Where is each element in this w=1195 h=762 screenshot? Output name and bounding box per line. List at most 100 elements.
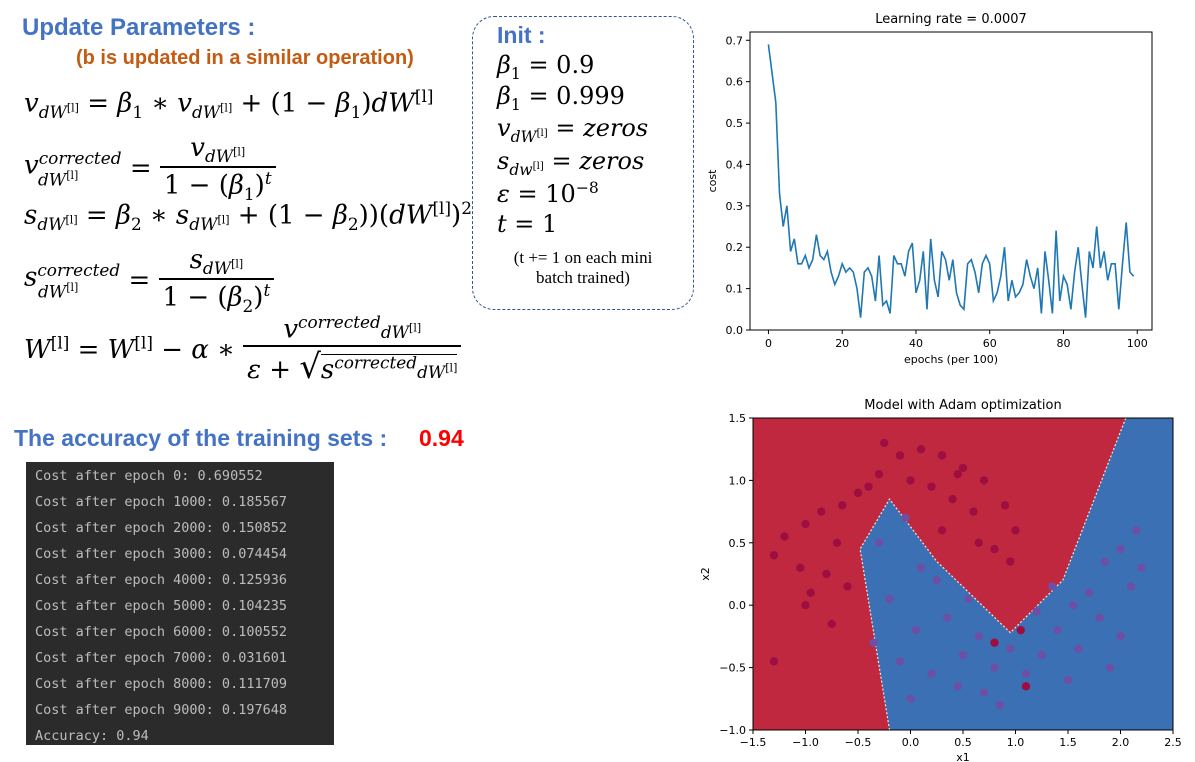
y-tick-label: 0.5 [726,117,744,130]
y-tick-label: 0.4 [726,158,744,171]
data-point-class1 [874,538,884,547]
update-parameters-subtitle: (b is updated in a similar operation) [76,47,414,69]
data-point-class0 [817,507,826,516]
x-tick-label: 0.5 [954,736,972,749]
data-point-class1 [1053,625,1062,635]
data-point-class1 [1137,563,1146,572]
data-point-class1 [932,576,941,585]
data-point-class0 [927,482,936,491]
equation-s-corrected: scorrected dW[l] = sdW[l] 1 − (β2)t [24,245,275,316]
console-output: Cost after epoch 0: 0.690552 Cost after … [26,462,334,745]
x-tick-label: 0 [765,337,772,350]
decision-boundary-chart: Model with Adam optimization −1.5 −1.0 −0.5… [699,398,1182,762]
data-point-class0 [990,544,999,554]
console-line: Cost after epoch 5000: 0.104235 [35,598,287,614]
data-point-class0 [895,451,905,460]
data-point-class0 [838,501,847,510]
y-tick-label: 0.3 [726,200,744,213]
data-point-class0 [864,482,873,491]
data-point-class1 [869,638,878,647]
data-point-class0 [969,507,978,516]
y-tick-label: 0.1 [726,283,744,296]
data-point-class0 [769,657,779,666]
data-point-class1 [1084,588,1094,597]
x-tick-label: 40 [909,337,923,350]
y-tick-label: 0.7 [726,34,744,47]
init-beta2: β1 = 0.999 [497,82,625,114]
data-point-class0 [874,469,884,479]
data-point-class0 [906,476,915,485]
accuracy-value: 0.94 [419,425,464,451]
data-point-class1 [911,625,920,635]
console-line: Accuracy: 0.94 [35,728,149,744]
console-line: Cost after epoch 9000: 0.197648 [35,702,287,718]
data-point-class0 [953,469,962,479]
console-line: Cost after epoch 0: 0.690552 [35,468,263,484]
init-note-line2: batch trained) [536,268,630,287]
data-point-class1 [1048,582,1057,591]
console-line: Cost after epoch 2000: 0.150852 [35,520,287,536]
data-point-class1 [906,694,915,703]
data-point-class0 [1011,526,1020,535]
data-point-class1 [943,613,952,622]
data-point-class1 [964,594,973,604]
data-point-class0 [948,494,957,504]
data-point-class1 [1100,557,1109,566]
x-tick-label: 80 [1056,337,1070,350]
init-s: sdw[l] = zeros [497,147,645,179]
data-point-class0 [916,445,926,454]
init-beta1: β1 = 0.9 [497,51,595,83]
data-point-class0 [801,601,810,610]
x-tick-label: −1.5 [740,736,767,749]
data-point-class0 [937,526,947,535]
data-point-class1 [895,657,905,666]
data-point-class1 [1069,601,1078,610]
data-point-class1 [1095,613,1104,622]
region-class0 [753,418,1126,730]
chart-title: Model with Adam optimization [864,398,1061,413]
equation-v-update: vdW[l] = β1 ∗ vdW[l] + (1 − β1)dW[l] [24,86,434,122]
x-tick-label: 1.5 [1059,736,1077,749]
y-tick-label: 0.2 [726,241,744,254]
x-axis-label: epochs (per 100) [904,353,998,366]
update-parameters-title: Update Parameters : [22,14,256,41]
data-point-class0 [801,519,810,529]
y-axis-label: cost [706,169,719,193]
data-point-class0 [990,638,999,647]
cost-series-line [767,44,1135,318]
data-point-class1 [885,594,894,604]
y-axis-label: x2 [699,567,712,581]
data-point-class1 [1074,644,1083,654]
data-point-class0 [853,488,863,498]
data-point-class1 [979,688,989,697]
data-point-class1 [1105,663,1115,672]
data-point-class0 [827,619,836,629]
data-point-class1 [1063,675,1073,685]
data-point-class1 [1032,607,1041,616]
data-point-class0 [958,463,968,473]
x-tick-label: −1.0 [792,736,819,749]
y-tick-label: 0.6 [726,76,744,89]
init-t: t = 1 [497,210,558,238]
data-point-class1 [990,663,999,672]
data-point-class0 [974,538,983,547]
console-line: Cost after epoch 4000: 0.125936 [35,572,287,588]
x-tick-label: 2.5 [1164,736,1182,749]
accuracy-label: The accuracy of the training sets : [14,425,388,451]
init-v: vdW[l] = zeros [497,114,649,146]
plot-frame [749,31,1153,331]
x-tick-label: 1.0 [1007,736,1025,749]
init-title: Init : [497,22,546,48]
y-tick-label: −0.5 [719,662,746,675]
data-point-class1 [958,650,968,660]
x-tick-label: 100 [1127,337,1148,350]
x-tick-label: 0.0 [902,736,920,749]
data-point-class0 [832,538,842,547]
x-axis-label: x1 [956,751,970,762]
init-note-line1: (t += 1 on each mini [513,248,653,267]
data-point-class0 [843,582,852,591]
data-point-class1 [1006,644,1015,654]
y-tick-label: 0.0 [729,599,747,612]
y-tick-label: 0.0 [726,324,744,337]
console-line: Cost after epoch 6000: 0.100552 [35,624,287,640]
